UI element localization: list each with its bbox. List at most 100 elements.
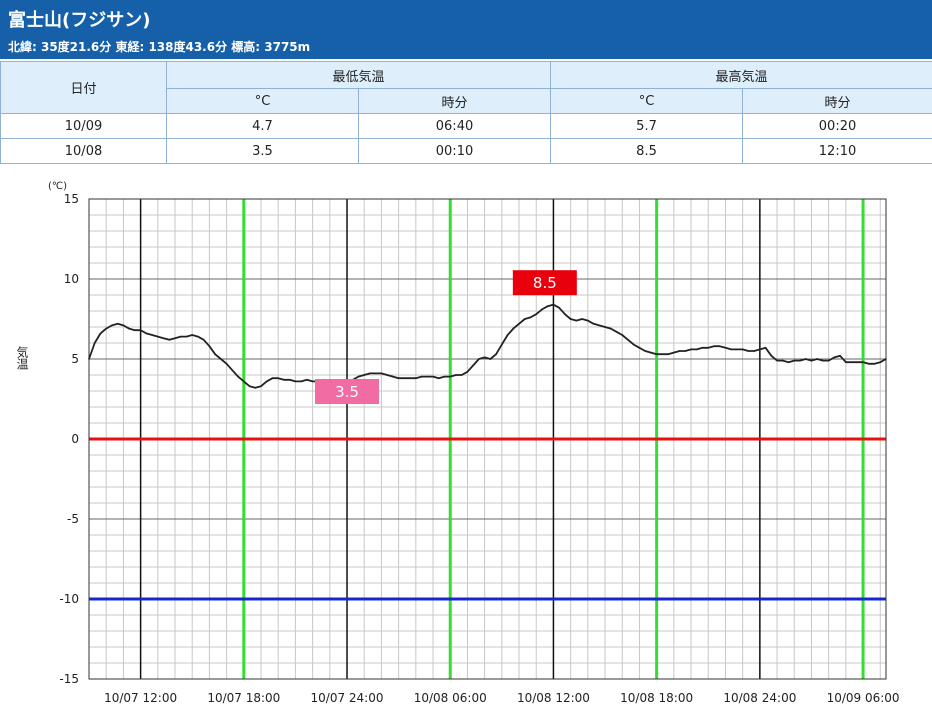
data-point	[678, 350, 681, 352]
data-point	[105, 327, 108, 330]
data-point	[208, 345, 211, 347]
data-point	[357, 375, 360, 378]
min-temp-header: 最低気温	[165, 61, 552, 89]
data-point	[839, 355, 841, 357]
data-point	[300, 380, 302, 383]
data-point	[707, 347, 710, 349]
data-point	[415, 377, 417, 379]
max-unit-c-header: °C	[550, 88, 744, 114]
y-tick-label: 0	[71, 432, 79, 446]
data-point	[254, 387, 257, 389]
data-point	[134, 329, 136, 331]
row-min-time: 00:10	[357, 138, 552, 164]
data-point	[443, 375, 446, 378]
y-tick-label: 5	[71, 352, 79, 366]
row-max-c: 8.5	[550, 138, 744, 164]
data-point	[277, 377, 280, 379]
data-point	[587, 319, 589, 322]
data-point	[145, 332, 148, 335]
data-point	[122, 324, 125, 327]
value-badge-label: 3.5	[335, 383, 359, 401]
x-tick-label: 10/08 06:00	[414, 691, 487, 705]
data-point	[799, 359, 801, 362]
data-point	[432, 375, 434, 378]
row-max-time: 00:20	[742, 113, 932, 139]
data-point	[569, 318, 572, 320]
data-point	[168, 339, 171, 341]
data-point	[770, 355, 773, 357]
station-info: 北緯: 35度21.6分 東経: 138度43.6分 標高: 3775m	[8, 40, 311, 54]
data-point	[850, 361, 853, 363]
data-point	[294, 380, 297, 383]
data-point	[730, 348, 732, 351]
data-point	[306, 379, 308, 381]
y-axis-label: 気温	[15, 345, 29, 370]
data-point	[88, 358, 90, 360]
data-point	[128, 327, 130, 330]
data-point	[202, 339, 205, 341]
data-point	[483, 356, 486, 359]
data-point	[426, 375, 429, 378]
min-unit-time-header: 時分	[357, 88, 552, 114]
temperature-series-line	[88, 303, 887, 389]
data-point	[220, 358, 222, 360]
data-point	[380, 372, 383, 375]
data-point	[609, 327, 612, 330]
data-point	[151, 334, 153, 336]
data-point	[460, 374, 463, 376]
data-point	[409, 377, 411, 379]
data-point	[564, 313, 566, 315]
data-point	[822, 359, 824, 362]
data-point	[397, 377, 400, 379]
x-tick-label: 10/08 18:00	[620, 691, 693, 705]
data-point	[650, 351, 652, 354]
data-point	[214, 353, 216, 355]
max-temp-header: 最高気温	[550, 61, 932, 89]
x-tick-label: 10/08 12:00	[517, 691, 590, 705]
data-point	[741, 348, 744, 351]
data-point	[753, 350, 755, 352]
value-badge	[315, 379, 380, 404]
data-point	[673, 351, 675, 354]
data-point	[466, 371, 469, 373]
y-unit-label: (℃)	[48, 181, 67, 192]
station-header: 富士山(フジサン) 北緯: 35度21.6分 東経: 138度43.6分 標高:…	[0, 0, 932, 59]
row-min-c: 4.7	[166, 113, 359, 139]
data-point	[191, 334, 194, 336]
data-point	[311, 380, 314, 383]
summary-table: 日付 最低気温 最高気温 °C 時分 °C 時分 10/09 4.7 06:40…	[0, 61, 932, 164]
table-row: 10/08 3.5 00:10 8.5 12:10	[0, 138, 932, 164]
data-point	[403, 377, 406, 379]
data-point	[237, 375, 239, 378]
row-min-time: 06:40	[357, 113, 552, 139]
value-badge	[512, 270, 577, 296]
data-point	[661, 353, 664, 355]
x-tick-label: 10/08 24:00	[723, 691, 796, 705]
data-point	[93, 342, 96, 344]
temperature-chart: 15 10 5 0 -5 -10 -15 10/07 12:00 10/07 18:00 10/0…	[15, 181, 900, 705]
plot-frame	[88, 198, 887, 680]
data-point	[781, 359, 784, 362]
data-point	[288, 379, 291, 381]
x-tick-label: 10/07 24:00	[311, 691, 384, 705]
data-point	[793, 359, 796, 362]
y-tick-label: 15	[64, 192, 79, 206]
data-point	[386, 374, 388, 376]
y-tick-label: -10	[59, 592, 79, 606]
data-point	[552, 303, 555, 306]
data-point	[810, 359, 813, 362]
data-point	[833, 356, 836, 359]
data-point	[787, 361, 790, 363]
data-point	[529, 316, 532, 319]
row-date: 10/09	[0, 113, 167, 139]
data-point	[627, 339, 629, 341]
data-point	[718, 345, 721, 347]
data-point	[724, 347, 727, 349]
data-point	[879, 361, 882, 363]
data-point	[162, 337, 165, 339]
date-header: 日付	[0, 61, 167, 114]
data-point	[392, 375, 394, 378]
y-tick-label: -5	[67, 512, 79, 526]
data-point	[867, 363, 870, 365]
data-point	[621, 334, 624, 336]
